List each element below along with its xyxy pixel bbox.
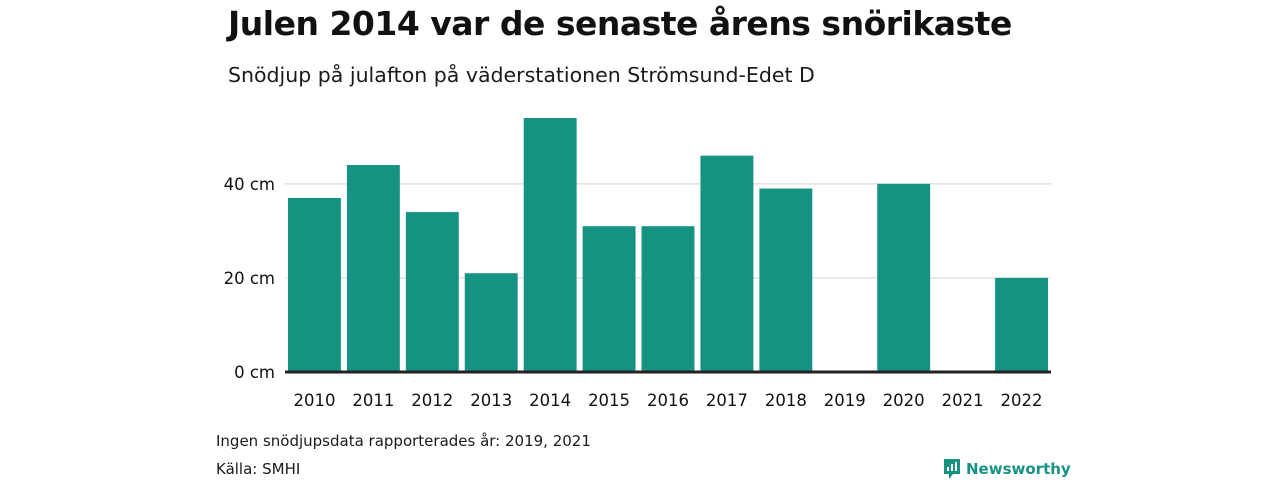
bar-2020	[877, 183, 931, 372]
x-tick-label: 2016	[647, 391, 689, 410]
y-tick-label: 20 cm	[224, 269, 275, 288]
x-tick-label: 2018	[765, 391, 807, 410]
bar-2013	[464, 273, 518, 372]
chart-title: Julen 2014 var de senaste årens snörikas…	[228, 4, 1012, 43]
chart-subtitle: Snödjup på julafton på väderstationen St…	[228, 63, 815, 87]
brand-name: Newsworthy	[966, 460, 1071, 478]
axes: 0 cm 20 cm 40 cm 2010 2011 2012 2013 2014 2015 20…	[224, 175, 1051, 410]
newsworthy-logo: Newsworthy	[943, 458, 1071, 480]
x-tick-label: 2011	[352, 391, 394, 410]
bar-2018	[759, 188, 813, 372]
bar-chart: 0 cm 20 cm 40 cm 2010 2011 2012 2013 2014 2015 20…	[224, 118, 1051, 410]
bar-2022	[995, 277, 1048, 372]
x-tick-label: 2017	[706, 391, 748, 410]
x-tick-label: 2014	[529, 391, 571, 410]
bar-2012	[405, 212, 459, 372]
bar-2010	[288, 197, 341, 372]
source-note: Källa: SMHI	[216, 460, 301, 478]
newsworthy-icon	[944, 459, 960, 479]
y-tick-label: 40 cm	[224, 175, 275, 194]
bar-2015	[582, 226, 636, 372]
x-tick-label: 2019	[824, 391, 866, 410]
x-tick-label: 2015	[588, 391, 630, 410]
x-tick-label: 2020	[883, 391, 925, 410]
x-tick-label: 2021	[942, 391, 984, 410]
bar-2016	[641, 226, 695, 372]
bar-2011	[346, 165, 400, 372]
x-tick-label: 2012	[411, 391, 453, 410]
bars	[288, 118, 1048, 372]
bar-2017	[700, 155, 754, 372]
x-tick-label: 2022	[1001, 391, 1043, 410]
x-tick-label: 2010	[293, 391, 335, 410]
bar-2014	[523, 118, 577, 372]
y-tick-label: 0 cm	[234, 363, 275, 382]
x-tick-label: 2013	[470, 391, 512, 410]
missing-data-note: Ingen snödjupsdata rapporterades år: 201…	[216, 432, 591, 450]
